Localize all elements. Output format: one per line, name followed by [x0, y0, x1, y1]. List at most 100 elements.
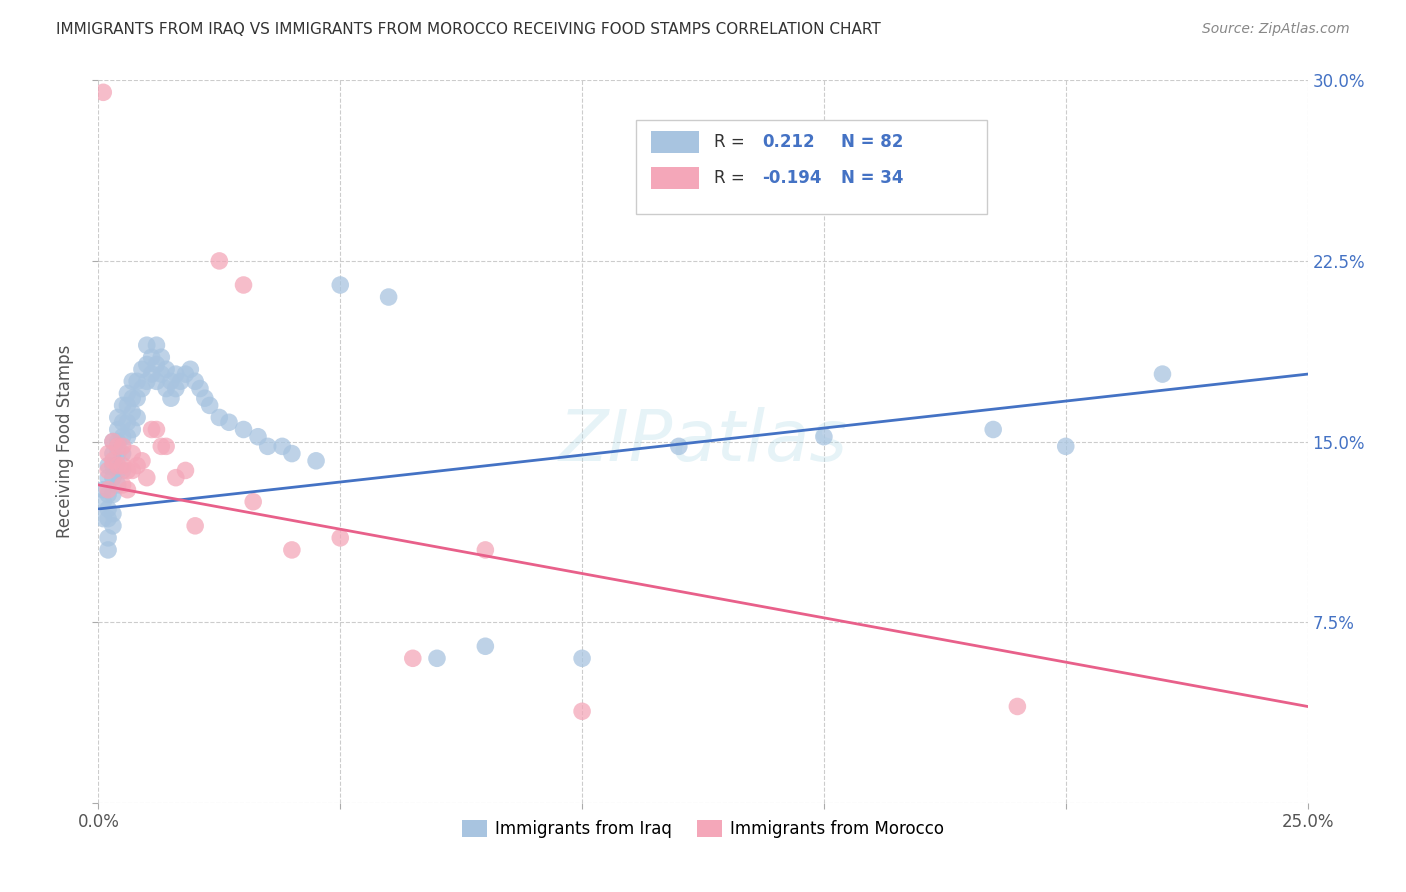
Point: [107, 463, 129, 477]
Point: [97, 502, 120, 516]
Point: [165, 470, 187, 484]
Point: [242, 494, 264, 508]
Point: [1152, 367, 1174, 381]
Point: [107, 446, 129, 460]
Point: [474, 639, 496, 653]
Point: [97, 446, 120, 460]
Point: [232, 422, 254, 436]
Point: [97, 470, 120, 484]
Bar: [651, 167, 699, 189]
Point: [150, 439, 173, 453]
Point: [145, 338, 167, 352]
Point: [111, 415, 134, 429]
Y-axis label: Receiving Food Stamps: Receiving Food Stamps: [56, 345, 75, 538]
Point: [131, 382, 153, 396]
Point: [117, 386, 139, 401]
Point: [127, 374, 149, 388]
Point: [121, 422, 143, 436]
Point: [188, 382, 211, 396]
Text: R =: R =: [714, 169, 749, 186]
Point: [155, 362, 177, 376]
Point: [155, 382, 177, 396]
Point: [218, 415, 240, 429]
Point: [107, 422, 129, 436]
Point: [271, 439, 294, 453]
Point: [97, 483, 120, 497]
Point: [121, 446, 143, 460]
Text: ZIPatlas: ZIPatlas: [558, 407, 848, 476]
Point: [101, 458, 124, 473]
Point: [101, 507, 124, 521]
Point: [232, 277, 254, 292]
Point: [281, 446, 304, 460]
Point: [160, 374, 183, 388]
Point: [169, 374, 191, 388]
Point: [813, 430, 835, 444]
Point: [97, 511, 120, 525]
Point: [121, 406, 143, 420]
Point: [135, 358, 157, 372]
Point: [402, 651, 425, 665]
Point: [981, 422, 1004, 436]
Point: [91, 483, 114, 497]
Point: [150, 350, 173, 364]
Text: -0.194: -0.194: [762, 169, 821, 186]
Point: [198, 398, 221, 412]
Point: [141, 350, 163, 364]
Point: [117, 483, 139, 497]
Point: [107, 434, 129, 449]
Point: [127, 391, 149, 405]
Point: [571, 704, 593, 718]
Point: [117, 398, 139, 412]
Point: [101, 518, 124, 533]
Point: [111, 430, 134, 444]
Point: [131, 362, 153, 376]
Point: [97, 463, 120, 477]
Point: [150, 367, 173, 381]
Point: [117, 463, 139, 477]
Point: [305, 454, 328, 468]
Text: N = 34: N = 34: [841, 169, 903, 186]
Point: [426, 651, 449, 665]
Point: [329, 277, 352, 292]
Point: [121, 374, 143, 388]
Point: [97, 531, 120, 545]
Point: [121, 463, 143, 477]
Point: [121, 391, 143, 405]
Bar: [651, 131, 699, 153]
Point: [111, 463, 134, 477]
Point: [184, 374, 207, 388]
Text: R =: R =: [714, 133, 749, 151]
Point: [135, 374, 157, 388]
Point: [111, 439, 134, 453]
Text: IMMIGRANTS FROM IRAQ VS IMMIGRANTS FROM MOROCCO RECEIVING FOOD STAMPS CORRELATIO: IMMIGRANTS FROM IRAQ VS IMMIGRANTS FROM …: [56, 22, 882, 37]
Point: [101, 446, 124, 460]
Point: [145, 358, 167, 372]
Legend: Immigrants from Iraq, Immigrants from Morocco: Immigrants from Iraq, Immigrants from Mo…: [456, 814, 950, 845]
Point: [184, 518, 207, 533]
Point: [668, 439, 690, 453]
Point: [101, 454, 124, 468]
Text: Source: ZipAtlas.com: Source: ZipAtlas.com: [1202, 22, 1350, 37]
Point: [111, 478, 134, 492]
Point: [135, 470, 157, 484]
Point: [145, 422, 167, 436]
Point: [111, 446, 134, 460]
Point: [165, 367, 187, 381]
Point: [474, 542, 496, 557]
Point: [111, 398, 134, 412]
Point: [571, 651, 593, 665]
Point: [145, 374, 167, 388]
Point: [1007, 699, 1029, 714]
Point: [101, 470, 124, 484]
Point: [107, 410, 129, 425]
Point: [141, 367, 163, 381]
Point: [1054, 439, 1077, 453]
Point: [165, 382, 187, 396]
Point: [174, 367, 197, 381]
Point: [107, 439, 129, 453]
Point: [97, 542, 120, 557]
Point: [101, 487, 124, 501]
Point: [127, 458, 149, 473]
Point: [107, 478, 129, 492]
